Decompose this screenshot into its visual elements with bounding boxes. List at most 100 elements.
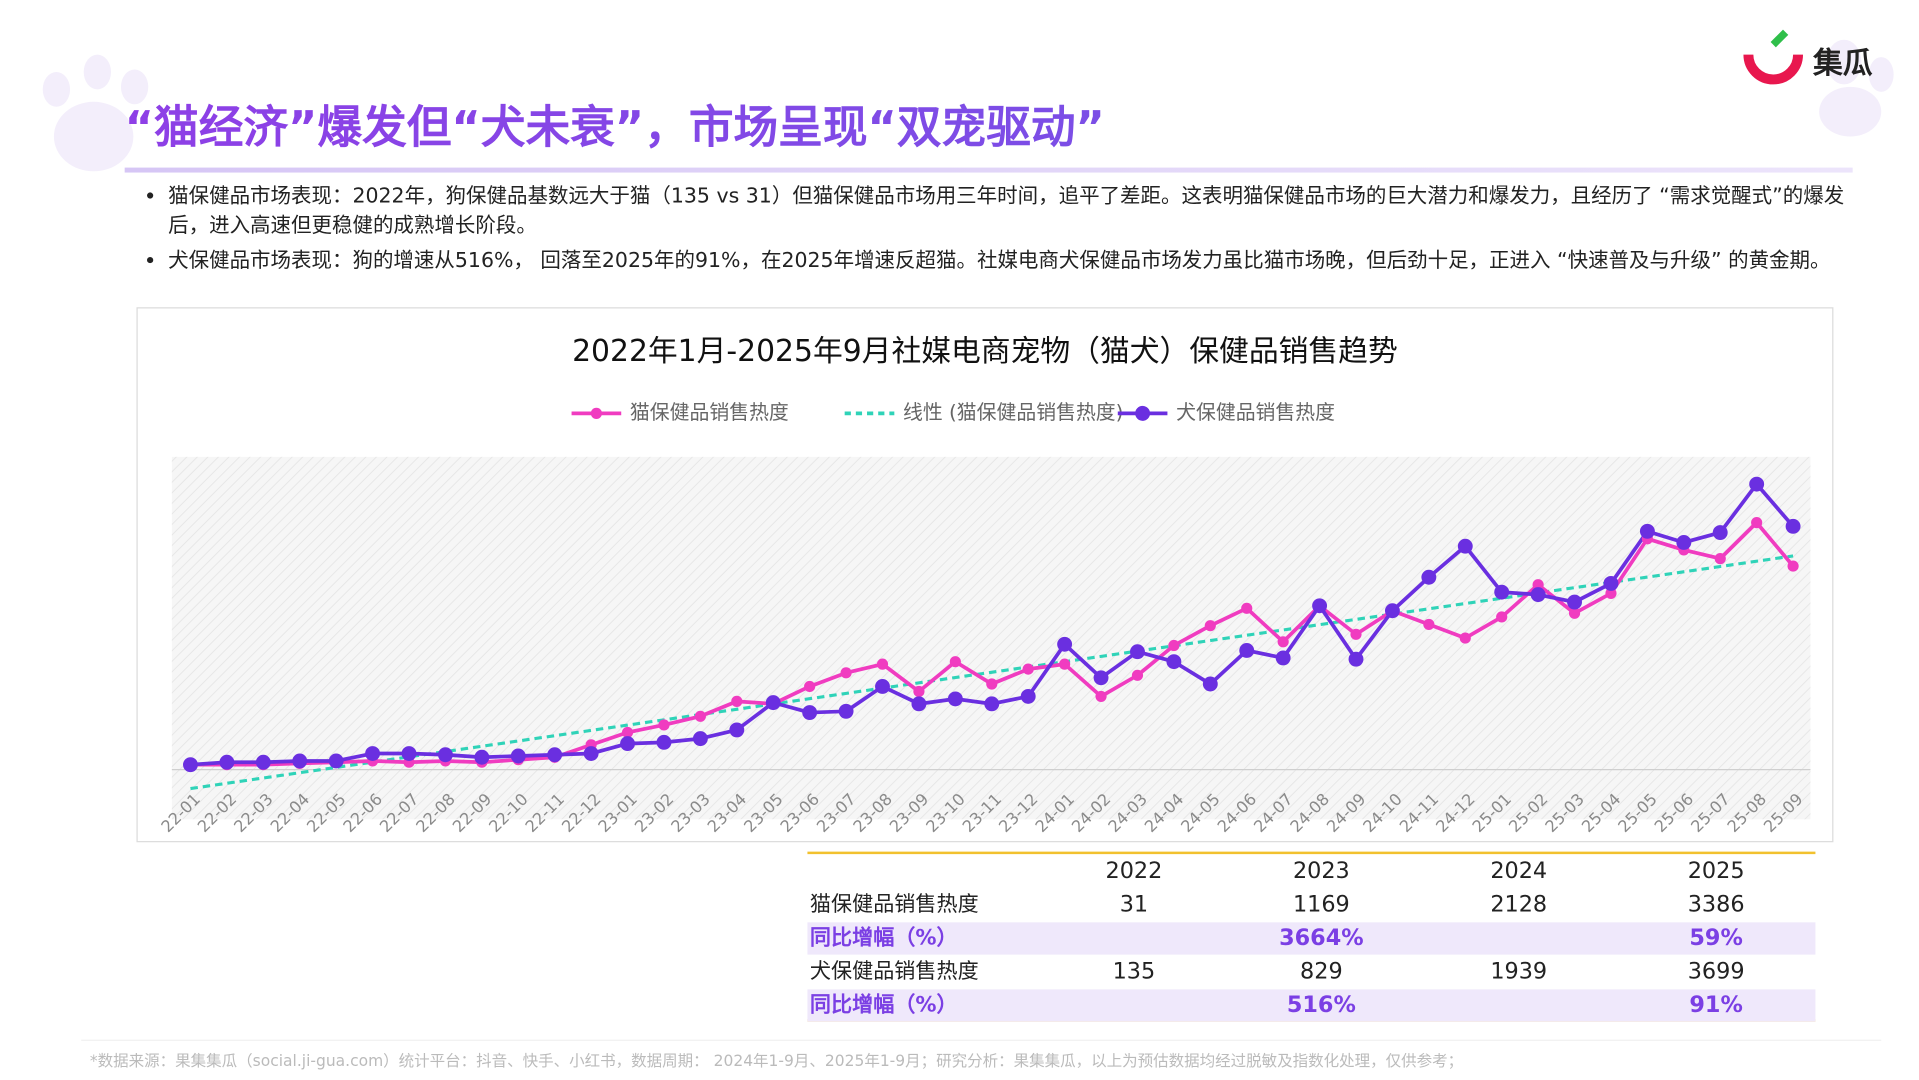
- data-point: [547, 747, 563, 763]
- title-underline: [124, 167, 1853, 173]
- data-point: [1532, 579, 1544, 591]
- data-point: [401, 746, 417, 761]
- table-header: 2025: [1688, 858, 1745, 884]
- data-point: [1275, 650, 1291, 666]
- data-point: [1530, 587, 1546, 603]
- table-cell: 516%: [1287, 992, 1356, 1018]
- data-point: [1384, 603, 1400, 619]
- data-point: [1166, 654, 1182, 670]
- data-point: [1093, 670, 1109, 686]
- legend-label: 猫保健品销售热度: [630, 401, 789, 424]
- data-point: [656, 734, 672, 750]
- table-cell: 91%: [1689, 992, 1742, 1018]
- data-point: [437, 747, 453, 763]
- data-point: [1714, 553, 1726, 565]
- data-point: [875, 679, 890, 694]
- table-cell: 2128: [1490, 891, 1547, 917]
- data-point: [183, 757, 198, 773]
- data-point: [838, 703, 854, 719]
- data-point: [1241, 602, 1253, 614]
- data-point: [658, 719, 670, 731]
- data-point: [1057, 636, 1073, 652]
- logo-text: 集瓜: [1812, 46, 1873, 81]
- data-point: [1022, 663, 1034, 675]
- row-highlight: [807, 989, 1816, 1022]
- data-point: [947, 691, 963, 707]
- data-point: [1676, 535, 1692, 550]
- table-cell: 3699: [1688, 959, 1745, 985]
- data-point: [1312, 598, 1328, 614]
- table-cell: 59%: [1689, 925, 1742, 951]
- data-point: [1568, 607, 1581, 619]
- data-point: [731, 695, 743, 707]
- row-label: 猫保健品销售热度: [810, 891, 979, 916]
- data-point: [1059, 658, 1071, 670]
- data-point: [694, 710, 706, 722]
- legend-label: 线性 (猫保健品销售热度): [903, 401, 1123, 424]
- data-point: [510, 748, 526, 764]
- legend-marker: [1135, 405, 1151, 421]
- legend-label: 犬保健品销售热度: [1176, 401, 1335, 424]
- table-header: 2022: [1105, 858, 1162, 884]
- data-point: [621, 726, 634, 738]
- data-point: [1131, 669, 1144, 681]
- bullet: 猫保健品市场表现：2022年，狗保健品基数远大于猫（135 vs 31）但猫保健…: [168, 181, 1850, 241]
- data-point: [328, 753, 344, 769]
- table-header: 2023: [1293, 858, 1350, 884]
- table-cell: 1939: [1490, 959, 1547, 985]
- data-point: [1459, 632, 1471, 644]
- row-label: 同比增幅（%）: [810, 992, 958, 1017]
- trendline: [190, 554, 1794, 791]
- data-point: [876, 658, 889, 670]
- data-point: [1020, 688, 1036, 704]
- data-point: [1423, 618, 1435, 630]
- data-point: [292, 753, 308, 769]
- table-cell: 1169: [1293, 891, 1350, 917]
- data-point: [474, 749, 490, 765]
- bullet: 犬保健品市场表现：狗的增速从516%， 回落至2025年的91%，在2025年增…: [168, 246, 1850, 276]
- data-point: [1496, 611, 1508, 623]
- paw-decor: [42, 39, 1894, 172]
- data-point: [1749, 476, 1765, 492]
- data-point: [620, 736, 635, 752]
- bullet-list: 猫保健品市场表现：2022年，狗保健品基数远大于猫（135 vs 31）但猫保健…: [118, 181, 1850, 275]
- data-point: [913, 685, 925, 698]
- row-label: 犬保健品销售热度: [810, 958, 979, 983]
- table-cell: 31: [1120, 891, 1148, 917]
- data-point: [1785, 518, 1801, 534]
- data-point: [1130, 644, 1145, 660]
- table-cell: 135: [1113, 959, 1156, 985]
- plot-background: [171, 456, 1811, 820]
- footer: *数据来源：果集集瓜（social.ji-gua.com）统计平台：抖音、快手、…: [90, 1052, 1463, 1070]
- table: 2022 2023 2024 2025 猫保健品销售热度 31 1169 2128 3386 同比…: [807, 858, 1816, 1022]
- chart-title: 2022年1月-2025年9月社媒电商宠物（猫犬）保健品销售趋势: [572, 334, 1398, 369]
- legend-marker: [590, 407, 602, 419]
- data-point: [1712, 525, 1728, 540]
- data-point: [1204, 620, 1216, 632]
- row-label: 同比增幅（%）: [810, 924, 958, 949]
- data-point: [692, 731, 708, 747]
- data-point: [1348, 651, 1364, 667]
- data-point: [219, 754, 235, 770]
- data-point: [255, 754, 271, 770]
- logo-leaf: [1770, 29, 1789, 48]
- data-point: [804, 680, 816, 693]
- bullets-box: 猫保健品市场表现：2022年，狗保健品基数远大于猫（135 vs 31）但猫保健…: [118, 181, 1850, 310]
- data-point: [583, 746, 599, 761]
- data-point: [1239, 643, 1255, 658]
- data-point: [1202, 676, 1218, 692]
- data-point: [840, 667, 852, 679]
- data-point: [949, 656, 961, 668]
- data-point: [1605, 587, 1617, 599]
- data-point: [1639, 523, 1655, 539]
- data-point: [1350, 628, 1362, 640]
- data-point: [765, 695, 781, 711]
- data-point: [802, 705, 818, 720]
- table-cell: 3386: [1688, 891, 1745, 917]
- data-point: [986, 678, 998, 690]
- data-point: [984, 696, 1000, 712]
- data-point: [1095, 690, 1107, 702]
- data-point: [1787, 560, 1799, 572]
